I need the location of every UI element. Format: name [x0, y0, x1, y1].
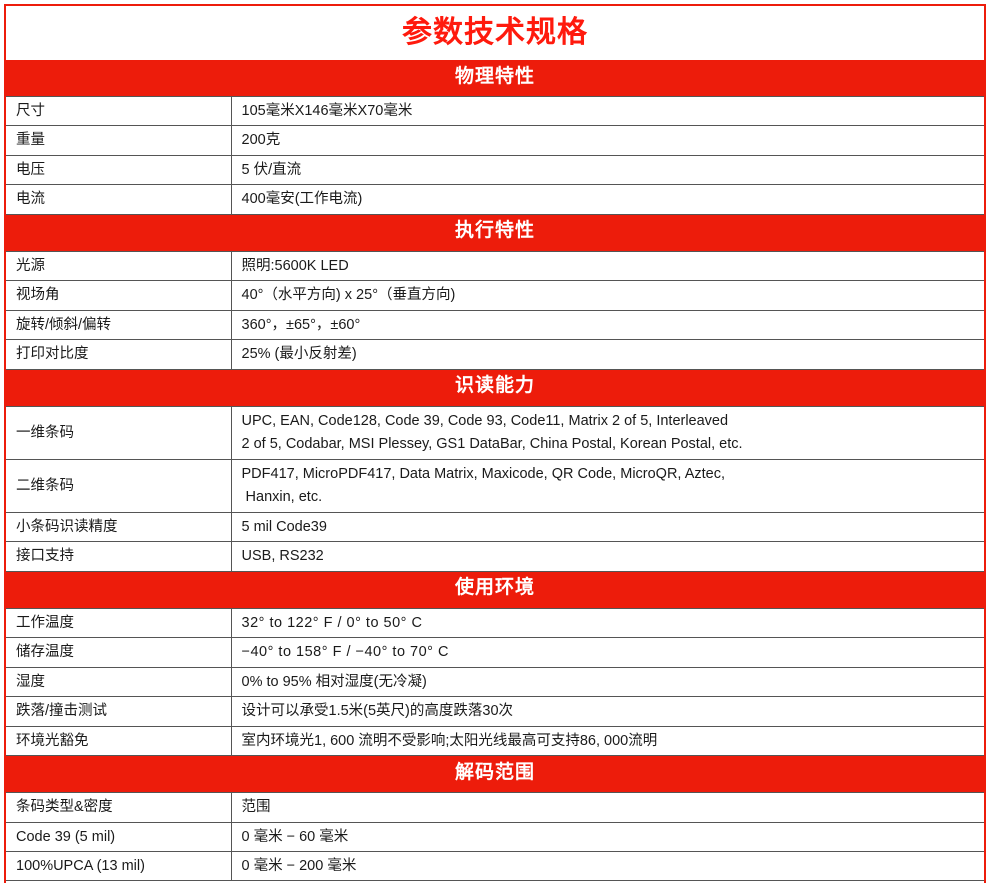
table-row: 100%UPCA (13 mil) 0 毫米 − 200 毫米 [5, 850, 985, 882]
decode-range-note: 条码质量和环境状况有可能影响识读性能 [5, 880, 985, 883]
row-value-line: Hanxin, etc. [241, 488, 323, 505]
row-label: 电压 [5, 154, 232, 186]
row-value: 5 伏/直流 [230, 154, 985, 186]
row-label: 视场角 [5, 280, 232, 311]
table-row: 小条码识读精度 5 mil Code39 [5, 511, 985, 543]
specification-table: 参数技术规格 物理特性 尺寸 105毫米X146毫米X70毫米 重量 200克 … [4, 4, 986, 883]
row-label: 光源 [5, 250, 232, 282]
table-row: 电压 5 伏/直流 [5, 154, 985, 186]
section-header-label: 执行特性 [5, 214, 985, 252]
table-row: 环境光豁免 室内环境光1, 600 流明不受影响;太阳光线最高可支持86, 00… [5, 725, 985, 757]
row-value: USB, RS232 [230, 541, 985, 572]
row-value: 设计可以承受1.5米(5英尺)的高度跌落30次 [230, 696, 985, 727]
row-value: UPC, EAN, Code128, Code 39, Code 93, Cod… [230, 405, 985, 460]
row-value-line: UPC, EAN, Code128, Code 39, Code 93, Cod… [241, 413, 729, 430]
table-row: 条码类型&密度 范围 [5, 792, 985, 823]
section-header-label: 解码范围 [5, 755, 985, 793]
table-row: 湿度 0% to 95% 相对湿度(无冷凝) [5, 666, 985, 698]
row-value: 32° to 122° F / 0° to 50° C [230, 607, 985, 639]
row-label: 环境光豁免 [5, 725, 232, 757]
row-label: 旋转/倾斜/偏转 [5, 309, 232, 341]
table-row: 工作温度 32° to 122° F / 0° to 50° C [5, 607, 985, 639]
table-row: 二维条码 PDF417, MicroPDF417, Data Matrix, M… [5, 458, 985, 513]
row-value: 室内环境光1, 600 流明不受影响;太阳光线最高可支持86, 000流明 [230, 725, 985, 757]
section-header-decode-capability: 识读能力 [5, 369, 985, 407]
row-value: 0 毫米 − 60 毫米 [230, 821, 985, 852]
row-value: 25% (最小反射差) [230, 339, 985, 370]
section-header-physical: 物理特性 [5, 60, 985, 97]
row-label: 电流 [5, 184, 232, 215]
page-title: 参数技术规格 [402, 16, 588, 49]
table-row: 跌落/撞击测试 设计可以承受1.5米(5英尺)的高度跌落30次 [5, 696, 985, 727]
table-row: 接口支持 USB, RS232 [5, 541, 985, 572]
section-header-label: 使用环境 [5, 571, 985, 609]
row-label: 接口支持 [5, 541, 232, 572]
table-row: 电流 400毫安(工作电流) [5, 184, 985, 215]
section-header-label: 物理特性 [5, 60, 985, 97]
row-value-line: 2 of 5, Codabar, MSI Plessey, GS1 DataBa… [241, 435, 743, 452]
row-label: 二维条码 [5, 458, 232, 513]
table-row-note: 条码质量和环境状况有可能影响识读性能 [5, 880, 985, 883]
table-row: Code 39 (5 mil) 0 毫米 − 60 毫米 [5, 821, 985, 852]
row-value: 400毫安(工作电流) [230, 184, 985, 215]
row-value: 0% to 95% 相对湿度(无冷凝) [230, 666, 985, 698]
section-header-label: 识读能力 [5, 369, 985, 407]
row-value: 360°，±65°，±60° [230, 309, 985, 341]
title-row: 参数技术规格 [5, 5, 985, 60]
row-label: 条码类型&密度 [5, 792, 232, 823]
row-label: 100%UPCA (13 mil) [5, 850, 232, 882]
table-row: 光源 照明:5600K LED [5, 250, 985, 282]
row-value: 照明:5600K LED [230, 250, 985, 282]
title-cell: 参数技术规格 [5, 5, 985, 60]
row-value-line: PDF417, MicroPDF417, Data Matrix, Maxico… [241, 466, 725, 483]
table-row: 储存温度 −40° to 158° F / −40° to 70° C [5, 637, 985, 668]
section-header-environment: 使用环境 [5, 571, 985, 609]
table-row: 旋转/倾斜/偏转 360°，±65°，±60° [5, 309, 985, 341]
row-value: 105毫米X146毫米X70毫米 [230, 95, 985, 127]
table-row: 打印对比度 25% (最小反射差) [5, 339, 985, 370]
row-value: 200克 [230, 125, 985, 156]
row-label: 跌落/撞击测试 [5, 696, 232, 727]
row-label: 湿度 [5, 666, 232, 698]
row-value: 5 mil Code39 [230, 511, 985, 543]
row-value: 0 毫米 − 200 毫米 [230, 850, 985, 882]
row-value: −40° to 158° F / −40° to 70° C [230, 637, 985, 668]
section-header-decode-range: 解码范围 [5, 755, 985, 793]
row-value: PDF417, MicroPDF417, Data Matrix, Maxico… [230, 458, 985, 513]
row-label: 尺寸 [5, 95, 232, 127]
row-label: 打印对比度 [5, 339, 232, 370]
row-label: 一维条码 [5, 405, 232, 460]
table-row: 尺寸 105毫米X146毫米X70毫米 [5, 95, 985, 127]
table-row: 一维条码 UPC, EAN, Code128, Code 39, Code 93… [5, 405, 985, 460]
table-body: 参数技术规格 物理特性 尺寸 105毫米X146毫米X70毫米 重量 200克 … [5, 5, 985, 883]
row-value: 40°（水平方向) x 25°（垂直方向) [230, 280, 985, 311]
row-label: 工作温度 [5, 607, 232, 639]
section-header-performance: 执行特性 [5, 214, 985, 252]
table-row: 视场角 40°（水平方向) x 25°（垂直方向) [5, 280, 985, 311]
row-value: 范围 [230, 792, 985, 823]
row-label: 重量 [5, 125, 232, 156]
row-label: 储存温度 [5, 637, 232, 668]
row-label: Code 39 (5 mil) [5, 821, 232, 852]
table-row: 重量 200克 [5, 125, 985, 156]
row-label: 小条码识读精度 [5, 511, 232, 543]
